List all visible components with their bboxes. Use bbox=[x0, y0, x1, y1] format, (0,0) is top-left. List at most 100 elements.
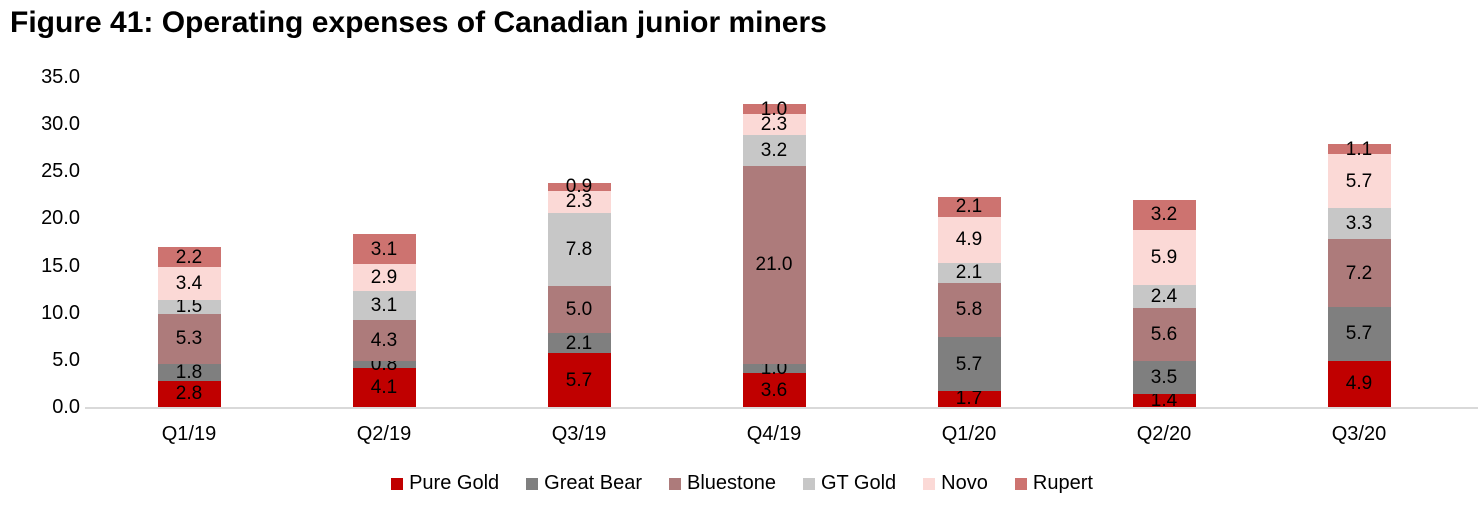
bar-segment-bluestone bbox=[352, 320, 416, 361]
bar-data-label: 3.1 bbox=[370, 238, 398, 260]
bar-data-label: 2.1 bbox=[955, 262, 983, 284]
y-tick-label: 20.0 bbox=[41, 207, 80, 230]
y-tick-label: 30.0 bbox=[41, 113, 80, 136]
bar-segment-great-bear bbox=[157, 363, 221, 381]
bar-data-label: 1.5 bbox=[175, 296, 203, 318]
x-tick-label: Q3/19 bbox=[551, 423, 607, 445]
legend-item-bluestone: Bluestone bbox=[668, 472, 776, 495]
legend-label: Rupert bbox=[1032, 472, 1093, 494]
x-tick-label: Q2/19 bbox=[356, 423, 412, 445]
x-tick-label: Q2/20 bbox=[1136, 423, 1192, 445]
bar-segment-bluestone bbox=[1327, 239, 1391, 308]
bar-segment-novo bbox=[547, 191, 611, 213]
bar-segment-pure-gold bbox=[742, 373, 806, 407]
bar-segment-novo bbox=[742, 113, 806, 136]
legend-label: Pure Gold bbox=[409, 472, 500, 494]
bar-segment-novo bbox=[157, 267, 221, 300]
y-tick-label: 5.0 bbox=[52, 348, 80, 371]
x-tick-label: Q1/20 bbox=[941, 423, 997, 445]
bar-data-label: 2.8 bbox=[175, 383, 203, 405]
bar-segment-rupert bbox=[157, 246, 221, 268]
bar-segment-novo bbox=[1132, 229, 1196, 286]
bar-data-label: 5.3 bbox=[175, 328, 203, 350]
bar-segment-pure-gold bbox=[937, 390, 1001, 407]
legend-swatch-icon bbox=[1014, 477, 1027, 490]
bar-segment-great-bear bbox=[547, 333, 611, 354]
legend-item-great-bear: Great Bear bbox=[526, 472, 642, 495]
bar-data-label: 2.4 bbox=[1150, 286, 1178, 308]
bar-data-label: 2.3 bbox=[565, 191, 593, 213]
bar-segment-pure-gold bbox=[547, 353, 611, 407]
bar-data-label: 5.7 bbox=[565, 369, 593, 391]
bar-segment-novo bbox=[352, 263, 416, 291]
bar-segment-rupert bbox=[352, 234, 416, 264]
legend-swatch-icon bbox=[802, 477, 815, 490]
bar-segment-gt-gold bbox=[742, 135, 806, 166]
bar-segment-rupert bbox=[547, 182, 611, 192]
bar-data-label: 5.7 bbox=[1345, 323, 1373, 345]
bar-segment-pure-gold bbox=[1327, 360, 1391, 407]
bar-data-label: 3.2 bbox=[1150, 204, 1178, 226]
bar-segment-pure-gold bbox=[157, 380, 221, 407]
bar-segment-gt-gold bbox=[157, 299, 221, 314]
bar-data-label: 3.6 bbox=[760, 379, 788, 401]
bar-data-label: 5.8 bbox=[955, 299, 983, 321]
bar-data-label: 3.4 bbox=[175, 272, 203, 294]
x-tick-label: Q3/20 bbox=[1331, 423, 1387, 445]
bar-data-label: 4.1 bbox=[370, 377, 398, 399]
bar-segment-great-bear bbox=[742, 363, 806, 374]
legend-label: Bluestone bbox=[686, 472, 776, 494]
bar-segment-gt-gold bbox=[1327, 208, 1391, 240]
bar-data-label: 1.0 bbox=[760, 98, 788, 120]
bar-segment-pure-gold bbox=[352, 368, 416, 407]
bar-data-label: 5.6 bbox=[1150, 323, 1178, 345]
bar-data-label: 5.7 bbox=[955, 353, 983, 375]
bar-segment-great-bear bbox=[352, 360, 416, 369]
bar-segment-rupert bbox=[1327, 143, 1391, 155]
bar-data-label: 21.0 bbox=[755, 254, 793, 276]
y-tick-label: 15.0 bbox=[41, 254, 80, 277]
bar-segment-rupert bbox=[1132, 199, 1196, 230]
bar-segment-novo bbox=[1327, 154, 1391, 209]
legend-swatch-icon bbox=[923, 477, 936, 490]
bar-data-label: 7.8 bbox=[565, 239, 593, 261]
legend-label: Great Bear bbox=[544, 472, 642, 494]
bar-data-label: 2.1 bbox=[565, 332, 593, 354]
bar-segment-novo bbox=[937, 216, 1001, 263]
bar-data-label: 3.2 bbox=[760, 140, 788, 162]
legend-label: Novo bbox=[941, 472, 988, 494]
bar-segment-bluestone bbox=[157, 313, 221, 364]
legend: Pure Gold Great Bear Bluestone GT Gold Novo R… bbox=[0, 472, 1484, 495]
bar-data-label: 5.7 bbox=[1345, 170, 1373, 192]
bar-segment-gt-gold bbox=[937, 262, 1001, 283]
bar-data-label: 3.5 bbox=[1150, 366, 1178, 388]
x-tick-label: Q4/19 bbox=[746, 423, 802, 445]
legend-swatch-icon bbox=[526, 477, 539, 490]
y-tick-label: 35.0 bbox=[41, 66, 80, 88]
bar-segment-great-bear bbox=[1132, 360, 1196, 394]
bar-data-label: 5.0 bbox=[565, 299, 593, 321]
bar-data-label: 1.7 bbox=[955, 388, 983, 410]
y-tick-label: 25.0 bbox=[41, 160, 80, 183]
legend-item-gt-gold: GT Gold bbox=[802, 472, 896, 495]
bar-data-label: 2.9 bbox=[370, 266, 398, 288]
bar-data-label: 5.9 bbox=[1150, 247, 1178, 269]
bar-data-label: 1.8 bbox=[175, 361, 203, 383]
legend-item-novo: Novo bbox=[923, 472, 988, 495]
bar-data-label: 1.4 bbox=[1150, 389, 1178, 411]
bar-segment-great-bear bbox=[937, 337, 1001, 391]
bar-segment-gt-gold bbox=[547, 212, 611, 287]
bar-segment-great-bear bbox=[1327, 307, 1391, 361]
legend-item-pure-gold: Pure Gold bbox=[391, 472, 499, 495]
bar-segment-bluestone bbox=[1132, 308, 1196, 361]
legend-item-rupert: Rupert bbox=[1014, 472, 1093, 495]
bar-data-label: 4.3 bbox=[370, 330, 398, 352]
bar-data-label: 7.2 bbox=[1345, 262, 1373, 284]
bar-segment-gt-gold bbox=[1132, 285, 1196, 308]
bar-data-label: 0.9 bbox=[565, 176, 593, 198]
bar-segment-pure-gold bbox=[1132, 393, 1196, 407]
bar-data-label: 2.3 bbox=[760, 114, 788, 136]
bar-segment-bluestone bbox=[937, 282, 1001, 338]
bar-segment-bluestone bbox=[547, 286, 611, 334]
